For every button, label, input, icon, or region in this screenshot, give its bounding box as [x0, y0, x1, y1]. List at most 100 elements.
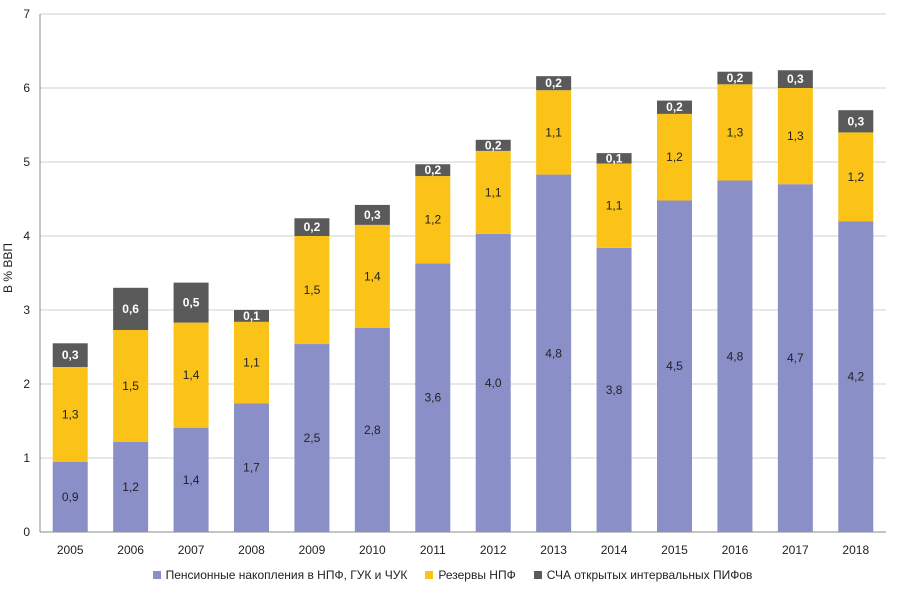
legend-swatch [533, 571, 542, 579]
y-tick-label: 6 [23, 81, 30, 95]
bar-segment [777, 184, 813, 532]
x-axis-ticks: 2005 2006 2007 2008 2009 2010 2011 2012 2013 2014… [57, 543, 870, 557]
data-label: 1,2 [122, 480, 139, 494]
legend-swatch [152, 571, 161, 579]
bar-segment [475, 139, 511, 151]
bar-segment [596, 247, 632, 532]
data-label: 4,2 [847, 370, 864, 384]
bar-segment [294, 236, 330, 345]
x-tick-label: 2012 [480, 543, 507, 557]
x-tick-label: 2006 [117, 543, 144, 557]
x-tick-label: 2011 [420, 543, 446, 557]
data-label: 0,9 [62, 490, 79, 504]
y-tick-label: 4 [23, 229, 30, 243]
bar-segment [173, 282, 209, 323]
bar-segment [536, 174, 572, 532]
data-label: 0,2 [727, 71, 744, 85]
bar-segment [294, 218, 330, 236]
data-label: 1,1 [545, 125, 562, 139]
data-label: 1,4 [364, 269, 381, 283]
bar-segment [52, 461, 88, 532]
x-tick-label: 2014 [601, 543, 628, 557]
data-label: 0,6 [122, 302, 139, 316]
y-tick-label: 3 [23, 303, 30, 317]
y-tick-label: 5 [23, 155, 30, 169]
data-label: 0,3 [364, 208, 381, 222]
data-label: 1,4 [183, 368, 200, 382]
bar-segment [777, 88, 813, 185]
x-tick-label: 2005 [57, 543, 84, 557]
bar-segment [475, 233, 511, 532]
grid-lines [39, 13, 886, 533]
data-label: 1,2 [847, 170, 864, 184]
bar-segment [415, 263, 451, 532]
legend: Пенсионные накопления в НПФ, ГУК и ЧУК Ре… [0, 568, 905, 582]
data-label: 4,7 [787, 351, 804, 365]
data-label: 0,5 [183, 296, 200, 310]
data-label: 1,3 [62, 407, 79, 421]
data-label: 0,1 [243, 309, 260, 323]
x-tick-label: 2009 [299, 543, 326, 557]
legend-swatch [425, 571, 434, 579]
data-label: 1,3 [787, 129, 804, 143]
bar-segment [475, 150, 511, 234]
data-label: 3,6 [424, 391, 441, 405]
data-label: 0,2 [304, 220, 321, 234]
x-tick-label: 2018 [842, 543, 869, 557]
x-tick-label: 2008 [238, 543, 265, 557]
bar-segment [52, 366, 88, 462]
data-label: 1,1 [606, 199, 623, 213]
bar-segment [52, 343, 88, 367]
bar-segment [234, 321, 269, 404]
bar-segment [657, 200, 692, 533]
bar-segment [596, 163, 632, 248]
x-tick-label: 2010 [359, 543, 386, 557]
bar-segment [113, 287, 149, 330]
data-label: 4,8 [545, 346, 562, 360]
data-label: 2,5 [304, 431, 321, 445]
data-label: 3,8 [606, 383, 623, 397]
data-label: 1,1 [243, 356, 260, 370]
bar-segment [536, 76, 572, 91]
data-label: 1,7 [243, 461, 260, 475]
legend-label: Резервы НПФ [438, 568, 516, 582]
data-label: 1,5 [122, 379, 139, 393]
bar-segment [657, 113, 692, 201]
data-label: 0,3 [787, 72, 804, 86]
legend-item: Резервы НПФ [425, 568, 516, 582]
bar-segment [415, 176, 451, 264]
bar-segment [113, 329, 149, 442]
bar-segment [777, 70, 813, 88]
x-tick-label: 2013 [540, 543, 567, 557]
data-label: 2,8 [364, 423, 381, 437]
bar-segment [354, 327, 390, 532]
data-label: 1,2 [666, 150, 683, 164]
data-label: 1,1 [485, 185, 502, 199]
y-tick-label: 7 [23, 7, 30, 21]
bar-segment [717, 71, 753, 85]
bar-segment [717, 84, 753, 181]
y-tick-label: 2 [23, 377, 30, 391]
bar-segment [354, 204, 390, 225]
x-tick-label: 2007 [178, 543, 205, 557]
data-label: 1,5 [304, 283, 321, 297]
bar-segment [234, 310, 269, 322]
x-tick-label: 2017 [782, 543, 809, 557]
bar-segment [113, 441, 149, 532]
bar-segment [354, 224, 390, 328]
data-label: 1,4 [183, 473, 200, 487]
bar-segment [838, 221, 874, 532]
data-label: 0,2 [424, 163, 441, 177]
bar-segment [294, 344, 330, 532]
data-label: 4,5 [666, 359, 683, 373]
legend-item: СЧА открытых интервальных ПИФов [533, 568, 752, 582]
bar-segment [415, 164, 451, 177]
data-label: 1,3 [727, 125, 744, 139]
data-label: 0,1 [606, 151, 623, 165]
y-tick-label: 0 [23, 525, 30, 539]
bar-segment [717, 180, 753, 532]
bar-segment [234, 403, 269, 532]
data-label: 4,0 [485, 376, 502, 390]
bar-segment [173, 427, 209, 532]
